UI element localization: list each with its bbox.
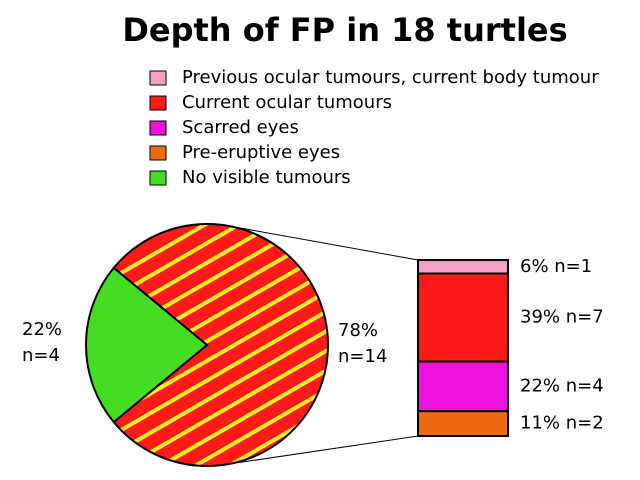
pie-label: 78% xyxy=(338,320,378,341)
legend-label: Scarred eyes xyxy=(182,117,299,138)
legend-label: Previous ocular tumours, current body tu… xyxy=(182,67,599,88)
pie-label: 22% xyxy=(22,319,62,340)
legend-swatch xyxy=(149,95,167,111)
pie-label: n=4 xyxy=(22,345,60,366)
bar-label: 39% n=7 xyxy=(520,307,604,328)
bar-label: 22% n=4 xyxy=(520,375,604,396)
legend-swatch xyxy=(149,170,167,186)
legend-swatch xyxy=(149,120,167,136)
bar-segment xyxy=(417,259,509,275)
legend-label: Pre-eruptive eyes xyxy=(182,142,340,163)
bar-segment xyxy=(417,410,509,437)
bar-label: 11% n=2 xyxy=(520,413,604,434)
legend-swatch xyxy=(149,70,167,86)
connector xyxy=(227,435,419,465)
pie-slice xyxy=(112,223,329,467)
bar-segment xyxy=(417,272,509,363)
bar-label: 6% n=1 xyxy=(520,256,592,277)
bar-segment xyxy=(417,360,509,413)
connector xyxy=(227,225,419,261)
legend-label: No visible tumours xyxy=(182,167,351,188)
legend-swatch xyxy=(149,145,167,161)
chart-title: Depth of FP in 18 turtles xyxy=(122,11,567,49)
pie-slice xyxy=(85,266,209,424)
legend-label: Current ocular tumours xyxy=(182,92,392,113)
pie-label: n=14 xyxy=(338,346,387,367)
